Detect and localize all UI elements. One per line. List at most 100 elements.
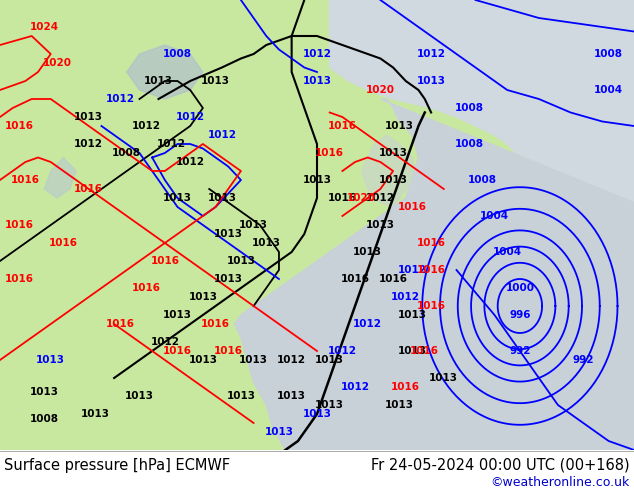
Text: 1024: 1024 <box>30 22 59 32</box>
Text: 1016: 1016 <box>201 319 230 329</box>
Text: 1008: 1008 <box>594 49 623 59</box>
Text: 1012: 1012 <box>366 193 395 203</box>
Text: 1008: 1008 <box>163 49 192 59</box>
Text: 1012: 1012 <box>157 139 186 149</box>
Text: 1013: 1013 <box>163 310 192 320</box>
Text: 1016: 1016 <box>328 193 357 203</box>
Text: 1016: 1016 <box>106 319 135 329</box>
Text: 1012: 1012 <box>417 49 446 59</box>
Text: 1020: 1020 <box>347 193 376 203</box>
Text: 992: 992 <box>509 346 531 356</box>
Text: 1016: 1016 <box>315 148 344 158</box>
Text: 1020: 1020 <box>42 58 72 68</box>
Text: 1020: 1020 <box>366 85 395 95</box>
Text: 1016: 1016 <box>11 175 40 185</box>
Text: 1016: 1016 <box>4 121 34 131</box>
Text: 1012: 1012 <box>176 157 205 167</box>
Text: 1013: 1013 <box>144 76 173 86</box>
Text: 1012: 1012 <box>398 265 427 275</box>
Text: 1013: 1013 <box>81 409 110 419</box>
Text: 1013: 1013 <box>264 427 294 437</box>
Text: 1013: 1013 <box>207 193 236 203</box>
Text: 1013: 1013 <box>226 256 256 266</box>
Text: 1013: 1013 <box>315 355 344 365</box>
Text: 1016: 1016 <box>4 220 34 230</box>
Text: 1013: 1013 <box>302 409 332 419</box>
Text: 1013: 1013 <box>366 220 395 230</box>
Text: 1016: 1016 <box>4 274 34 284</box>
Text: 1013: 1013 <box>302 76 332 86</box>
Text: 1008: 1008 <box>467 175 496 185</box>
Text: 1013: 1013 <box>385 121 414 131</box>
Text: 1012: 1012 <box>353 319 382 329</box>
Text: 1016: 1016 <box>417 301 446 311</box>
Text: 1013: 1013 <box>125 391 154 401</box>
Text: 1013: 1013 <box>201 76 230 86</box>
Text: 1004: 1004 <box>480 211 509 221</box>
Text: 1013: 1013 <box>385 400 414 410</box>
Polygon shape <box>330 0 634 202</box>
Text: 1013: 1013 <box>252 238 281 248</box>
Text: 1008: 1008 <box>455 103 484 113</box>
Text: 1016: 1016 <box>340 274 370 284</box>
Text: 1013: 1013 <box>226 391 256 401</box>
Text: 1013: 1013 <box>163 193 192 203</box>
Text: 1004: 1004 <box>493 247 522 257</box>
Polygon shape <box>127 45 203 99</box>
Text: 1016: 1016 <box>150 256 179 266</box>
Text: 1013: 1013 <box>277 391 306 401</box>
Text: 1013: 1013 <box>239 355 268 365</box>
Text: 1004: 1004 <box>594 85 623 95</box>
Text: 1013: 1013 <box>398 346 427 356</box>
Text: 1000: 1000 <box>505 283 534 293</box>
Text: 1013: 1013 <box>378 175 408 185</box>
Text: 1008: 1008 <box>455 139 484 149</box>
Text: 1012: 1012 <box>131 121 160 131</box>
Text: 992: 992 <box>573 355 594 365</box>
Text: 1013: 1013 <box>302 175 332 185</box>
Text: 1012: 1012 <box>106 94 135 104</box>
Text: 1012: 1012 <box>328 346 357 356</box>
Text: 1012: 1012 <box>340 382 370 392</box>
Text: 1012: 1012 <box>302 49 332 59</box>
Text: 1016: 1016 <box>398 202 427 212</box>
Text: 1013: 1013 <box>378 148 408 158</box>
Text: 1013: 1013 <box>214 229 243 239</box>
Text: 1016: 1016 <box>378 274 408 284</box>
Text: 1016: 1016 <box>214 346 243 356</box>
Text: 1013: 1013 <box>188 355 217 365</box>
Text: 1016: 1016 <box>328 121 357 131</box>
Text: 1013: 1013 <box>74 112 103 122</box>
Polygon shape <box>361 135 418 207</box>
Text: 1013: 1013 <box>398 310 427 320</box>
Text: 1013: 1013 <box>417 76 446 86</box>
Text: ©weatheronline.co.uk: ©weatheronline.co.uk <box>491 476 630 490</box>
Text: 1013: 1013 <box>36 355 65 365</box>
Text: 1013: 1013 <box>188 292 217 302</box>
Text: 1013: 1013 <box>353 247 382 257</box>
Polygon shape <box>235 99 634 450</box>
Text: 1013: 1013 <box>30 387 59 396</box>
Text: 1016: 1016 <box>410 346 439 356</box>
Text: 1012: 1012 <box>150 337 179 347</box>
Text: 1012: 1012 <box>277 355 306 365</box>
Polygon shape <box>44 157 76 198</box>
Text: Fr 24-05-2024 00:00 UTC (00+168): Fr 24-05-2024 00:00 UTC (00+168) <box>372 458 630 473</box>
Polygon shape <box>0 0 634 450</box>
Text: 1008: 1008 <box>112 148 141 158</box>
Text: 1016: 1016 <box>417 238 446 248</box>
Text: 996: 996 <box>509 310 531 320</box>
Text: Surface pressure [hPa] ECMWF: Surface pressure [hPa] ECMWF <box>4 458 230 473</box>
Text: 1016: 1016 <box>417 265 446 275</box>
Text: 1013: 1013 <box>214 274 243 284</box>
Text: 1012: 1012 <box>176 112 205 122</box>
Text: 1012: 1012 <box>207 130 236 140</box>
Text: 1013: 1013 <box>239 220 268 230</box>
Text: 1008: 1008 <box>30 414 59 423</box>
Text: 1012: 1012 <box>74 139 103 149</box>
Text: 1016: 1016 <box>49 238 78 248</box>
Text: 1016: 1016 <box>391 382 420 392</box>
Text: 1012: 1012 <box>391 292 420 302</box>
Text: 1016: 1016 <box>74 184 103 194</box>
Text: 1013: 1013 <box>429 373 458 383</box>
